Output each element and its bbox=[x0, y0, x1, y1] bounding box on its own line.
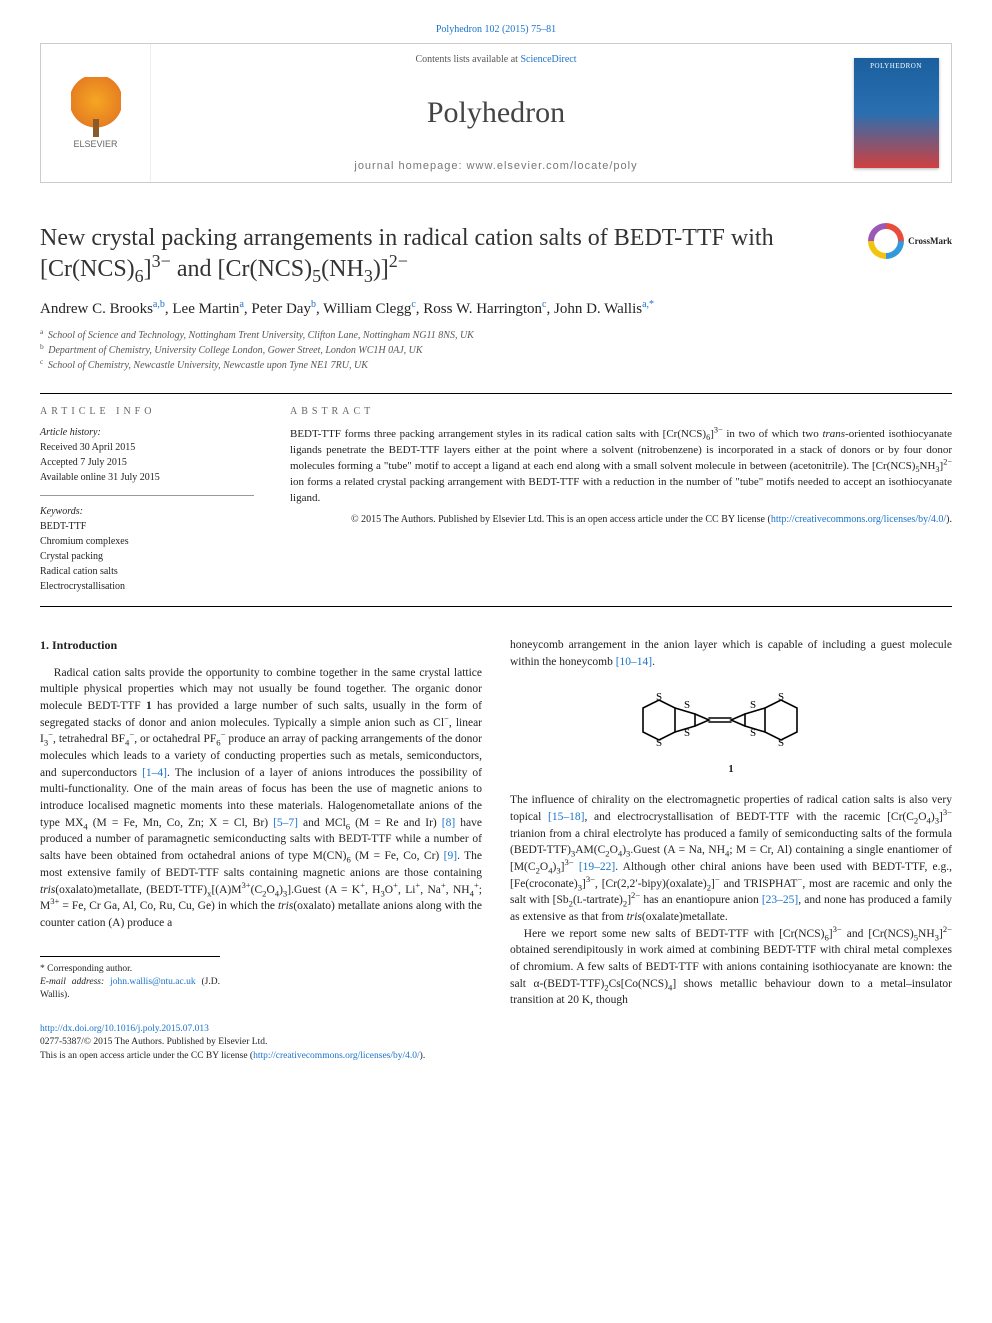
svg-text:S: S bbox=[656, 691, 662, 703]
doi-link[interactable]: http://dx.doi.org/10.1016/j.poly.2015.07… bbox=[40, 1024, 209, 1034]
elsevier-logo: ELSEVIER bbox=[61, 68, 131, 158]
keywords-label: Keywords: bbox=[40, 506, 254, 517]
publisher-name: ELSEVIER bbox=[73, 139, 117, 149]
history-line: Accepted 7 July 2015 bbox=[40, 455, 254, 470]
keyword: Chromium complexes bbox=[40, 534, 254, 549]
col2-continuation: honeycomb arrangement in the anion layer… bbox=[510, 637, 952, 670]
publisher-logo-box: ELSEVIER bbox=[41, 44, 151, 182]
svg-text:S: S bbox=[750, 699, 756, 711]
crossmark-badge[interactable]: CrossMark bbox=[868, 223, 952, 259]
abstract-license: © 2015 The Authors. Published by Elsevie… bbox=[290, 513, 952, 528]
keyword: BEDT-TTF bbox=[40, 519, 254, 534]
corresponding-star: * Corresponding author. bbox=[40, 963, 220, 976]
body-columns: 1. Introduction Radical cation salts pro… bbox=[40, 637, 952, 1009]
authors-line: Andrew C. Brooksa,b, Lee Martina, Peter … bbox=[40, 301, 952, 318]
keyword: Radical cation salts bbox=[40, 564, 254, 579]
article-info-heading: ARTICLE INFO bbox=[40, 406, 254, 417]
title-section: New crystal packing arrangements in radi… bbox=[40, 223, 952, 285]
corresponding-email[interactable]: john.wallis@ntu.ac.uk bbox=[110, 977, 196, 987]
journal-cover-thumbnail bbox=[854, 58, 939, 168]
affiliation-line: b Department of Chemistry, University Co… bbox=[40, 343, 952, 358]
abstract-heading: ABSTRACT bbox=[290, 406, 952, 417]
chemical-structure-1: S S S S S S S S 1 bbox=[510, 685, 952, 779]
journal-homepage-line: journal homepage: www.elsevier.com/locat… bbox=[171, 160, 821, 172]
sciencedirect-link[interactable]: ScienceDirect bbox=[520, 54, 576, 65]
history-label: Article history: bbox=[40, 427, 254, 438]
header-center: Contents lists available at ScienceDirec… bbox=[151, 44, 841, 182]
column-right: honeycomb arrangement in the anion layer… bbox=[510, 637, 952, 1009]
affiliation-line: a School of Science and Technology, Nott… bbox=[40, 328, 952, 343]
journal-header: ELSEVIER Contents lists available at Sci… bbox=[40, 43, 952, 183]
history-line: Received 30 April 2015 bbox=[40, 440, 254, 455]
structure-label-1: 1 bbox=[510, 762, 952, 778]
article-title: New crystal packing arrangements in radi… bbox=[40, 223, 952, 285]
svg-text:S: S bbox=[684, 699, 690, 711]
svg-text:S: S bbox=[778, 737, 784, 749]
intro-para-1: Radical cation salts provide the opportu… bbox=[40, 665, 482, 932]
contents-prefix: Contents lists available at bbox=[415, 54, 520, 65]
corresponding-author-block: * Corresponding author. E-mail address: … bbox=[40, 956, 220, 1003]
article-info: ARTICLE INFO Article history: Received 3… bbox=[40, 394, 270, 606]
keyword: Crystal packing bbox=[40, 549, 254, 564]
crossmark-label: CrossMark bbox=[908, 236, 952, 246]
affiliation-line: c School of Chemistry, Newcastle Univers… bbox=[40, 358, 952, 373]
elsevier-tree-icon bbox=[71, 77, 121, 137]
citation-line: Polyhedron 102 (2015) 75–81 bbox=[40, 24, 952, 35]
history-line: Available online 31 July 2015 bbox=[40, 470, 254, 485]
email-label: E-mail address: bbox=[40, 977, 110, 987]
article-history: Article history: Received 30 April 2015A… bbox=[40, 427, 254, 496]
corresponding-email-line: E-mail address: john.wallis@ntu.ac.uk (J… bbox=[40, 976, 220, 1003]
col2-para-1: The influence of chirality on the electr… bbox=[510, 792, 952, 925]
abstract: ABSTRACT BEDT-TTF forms three packing ar… bbox=[270, 394, 952, 606]
journal-cover-box bbox=[841, 44, 951, 182]
footer-license: This is an open access article under the… bbox=[40, 1051, 425, 1061]
svg-text:S: S bbox=[778, 691, 784, 703]
svg-text:S: S bbox=[656, 737, 662, 749]
keyword: Electrocrystallisation bbox=[40, 579, 254, 594]
contents-available-line: Contents lists available at ScienceDirec… bbox=[171, 54, 821, 65]
svg-text:S: S bbox=[750, 727, 756, 739]
section-1-heading: 1. Introduction bbox=[40, 637, 482, 654]
journal-name: Polyhedron bbox=[171, 96, 821, 130]
keywords-block: Keywords: BEDT-TTFChromium complexesCrys… bbox=[40, 506, 254, 594]
crossmark-icon bbox=[868, 223, 904, 259]
abstract-text: BEDT-TTF forms three packing arrangement… bbox=[290, 427, 952, 507]
issn-line: 0277-5387/© 2015 The Authors. Published … bbox=[40, 1037, 267, 1047]
svg-text:S: S bbox=[684, 727, 690, 739]
affiliations: a School of Science and Technology, Nott… bbox=[40, 328, 952, 373]
page-footer: http://dx.doi.org/10.1016/j.poly.2015.07… bbox=[40, 1023, 952, 1063]
col2-para-2: Here we report some new salts of BEDT-TT… bbox=[510, 926, 952, 1009]
bedt-ttf-structure-svg: S S S S S S S S bbox=[631, 685, 831, 755]
info-abstract-row: ARTICLE INFO Article history: Received 3… bbox=[40, 393, 952, 607]
column-left: 1. Introduction Radical cation salts pro… bbox=[40, 637, 482, 1009]
